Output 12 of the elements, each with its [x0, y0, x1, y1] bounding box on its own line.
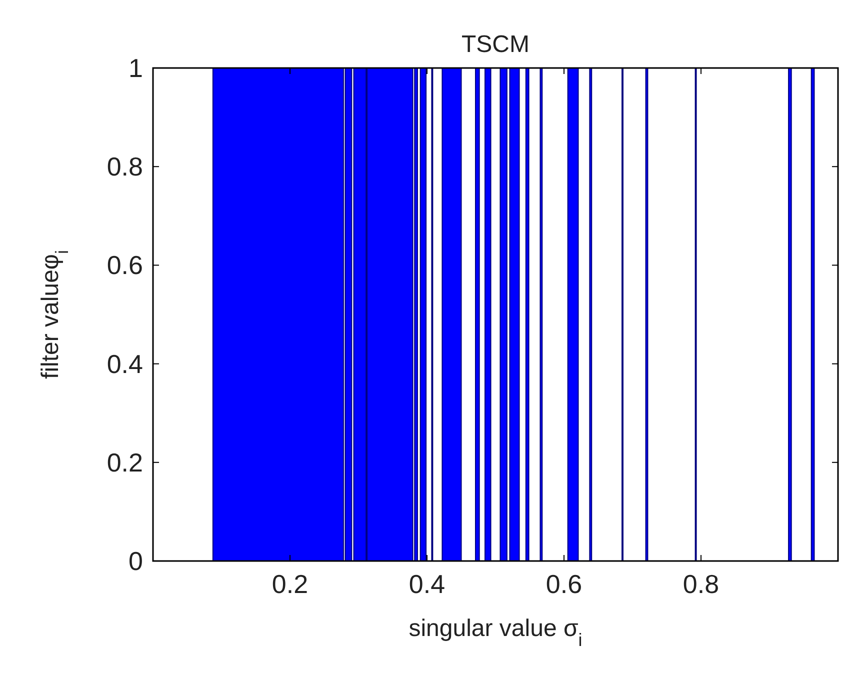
y-tick-label: 0.2: [106, 447, 143, 478]
x-tick-label: 0.8: [682, 569, 720, 599]
x-tick-label: 0.2: [272, 569, 308, 599]
y-tick-label: 0.6: [106, 250, 143, 280]
y-tick-label: 0: [128, 546, 143, 576]
chart-title: TSCM: [462, 31, 530, 58]
y-tick-label: 1: [128, 53, 143, 83]
y-tick-label: 0.4: [106, 348, 143, 379]
x-axis-title: singular value σ$_{i}$: [408, 615, 582, 650]
x-tick-label: 0.4: [408, 569, 446, 599]
x-tick-label: 0.6: [546, 569, 582, 599]
y-tick-label: 0.8: [106, 152, 143, 182]
